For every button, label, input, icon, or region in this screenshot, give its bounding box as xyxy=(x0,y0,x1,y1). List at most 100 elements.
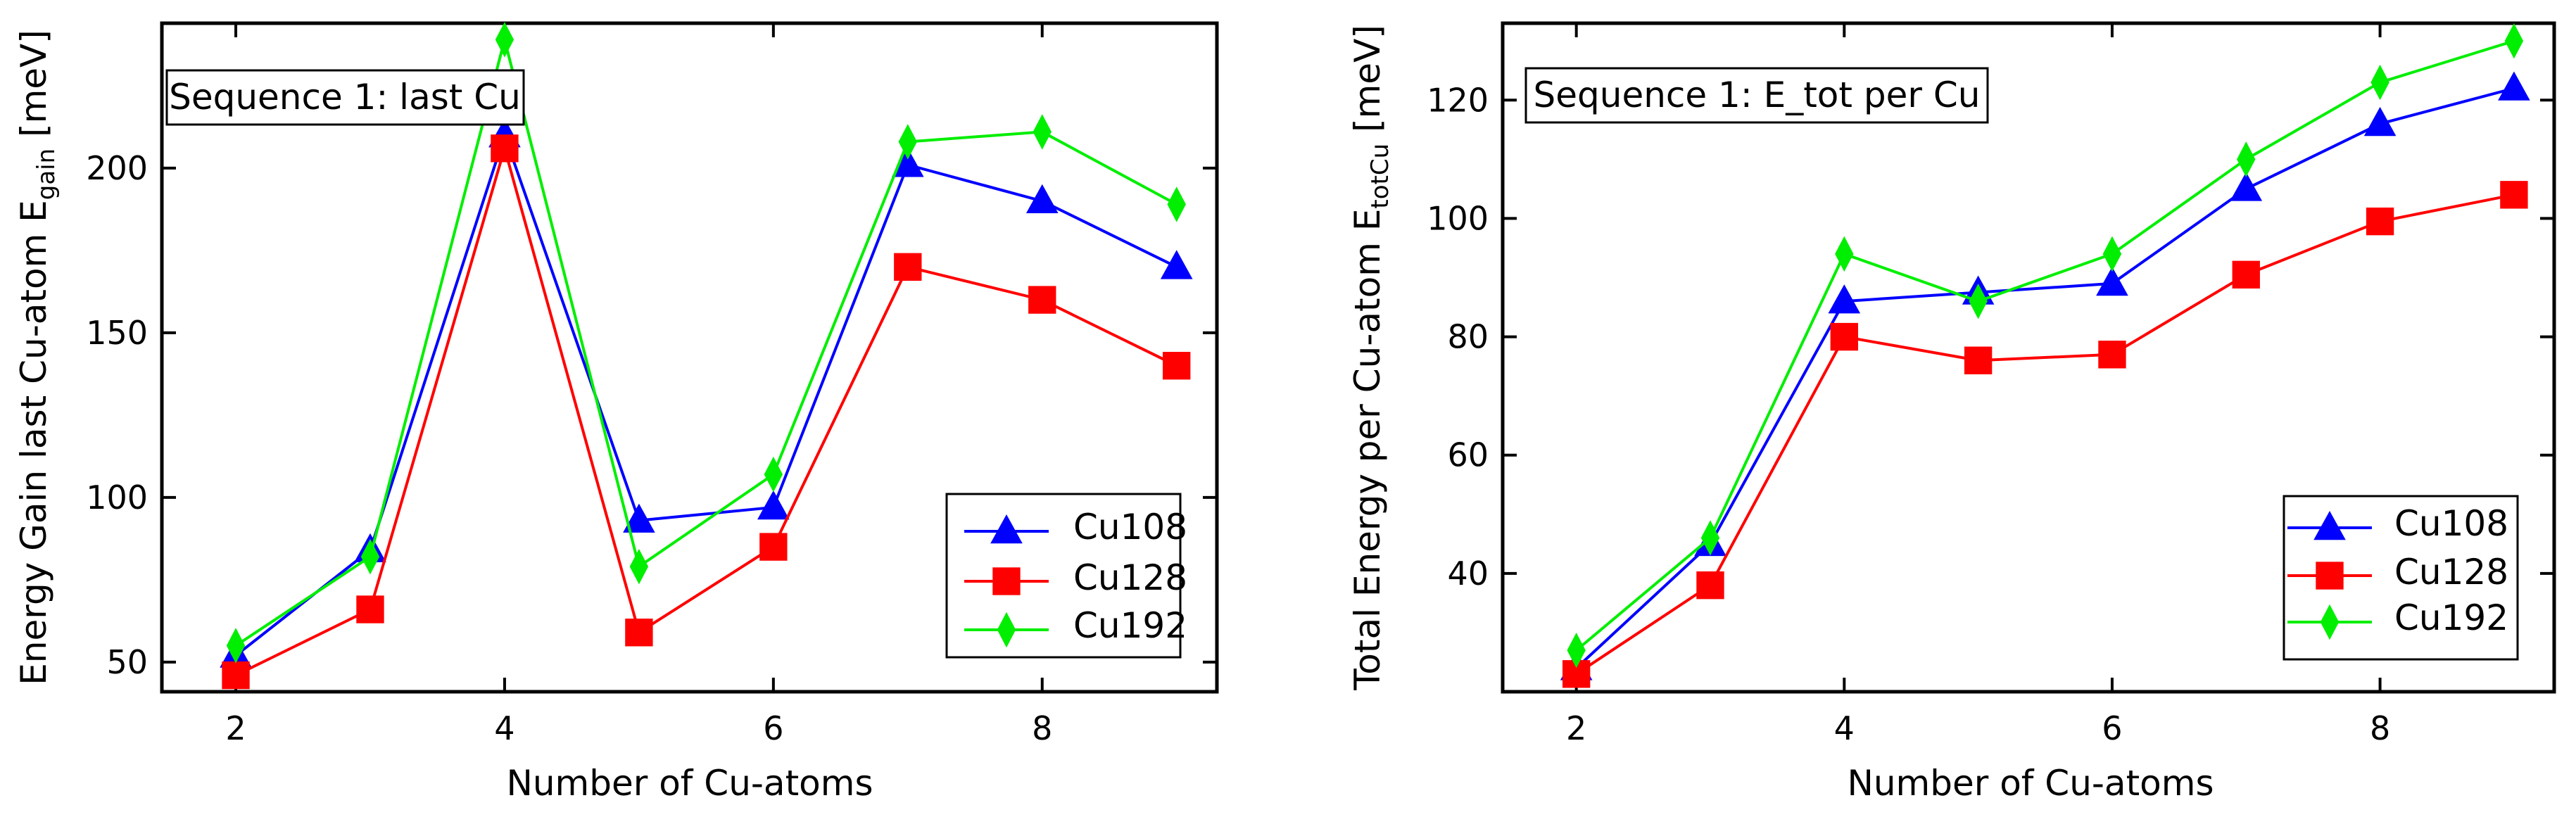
y-tick-label: 50 xyxy=(106,643,148,681)
data-point xyxy=(495,22,514,58)
data-point xyxy=(2102,236,2122,272)
data-point xyxy=(764,456,783,493)
y-tick-label: 100 xyxy=(1427,199,1489,237)
y-tick-label: 60 xyxy=(1447,436,1489,474)
legend-entry: Cu192 xyxy=(964,605,1187,648)
x-tick-label: 4 xyxy=(1834,709,1855,747)
legend-marker xyxy=(997,612,1016,648)
x-axis-title: Number of Cu-atoms xyxy=(1847,763,2214,804)
legend-symbol-cu128 xyxy=(964,567,1049,595)
data-point xyxy=(2370,64,2389,101)
legend: Cu108 Cu128 Cu192 xyxy=(2283,495,2519,661)
data-series-group xyxy=(220,22,1193,690)
data-point xyxy=(2363,106,2397,137)
data-point xyxy=(625,619,653,647)
legend: Cu108 Cu128 Cu192 xyxy=(945,493,1187,659)
data-point xyxy=(2230,172,2263,201)
chart-title: Sequence 1: last Cu xyxy=(169,77,521,118)
x-axis-title: Number of Cu-atoms xyxy=(506,763,873,804)
series-line xyxy=(1575,39,2515,652)
x-tick-label: 6 xyxy=(2102,709,2122,747)
y-axis-title-unit: [meV] xyxy=(13,30,54,148)
y-axis-title: Total Energy per Cu-atom EtotCu [meV] xyxy=(1347,25,1394,691)
legend-label: Cu128 xyxy=(1073,557,1187,598)
data-point xyxy=(1025,184,1059,213)
legend-marker xyxy=(990,514,1023,544)
y-axis-title-unit: [meV] xyxy=(1347,25,1388,144)
series-cu128 xyxy=(222,134,1191,690)
legend-label: Cu192 xyxy=(2394,597,2508,638)
legend-symbol-cu128 xyxy=(2287,562,2372,590)
y-tick-label: 120 xyxy=(1427,81,1489,119)
data-point xyxy=(1969,283,1988,319)
legend-label: Cu128 xyxy=(2394,552,2508,593)
data-point xyxy=(1830,322,1858,351)
x-tick-label: 8 xyxy=(2370,709,2390,747)
x-tick-label: 8 xyxy=(1032,709,1052,747)
data-point xyxy=(2232,260,2260,289)
data-point xyxy=(1964,346,1993,374)
y-axis-title-main: Total Energy per Cu-atom E xyxy=(1347,209,1388,691)
data-point xyxy=(2237,141,2256,177)
plot-frame xyxy=(160,21,1219,694)
tick-marks xyxy=(1503,23,2554,692)
legend-entry: Cu128 xyxy=(964,557,1187,598)
series-line xyxy=(1575,193,2515,676)
data-point xyxy=(1028,286,1056,314)
series-cu192 xyxy=(1567,23,2524,669)
data-point xyxy=(2096,266,2128,296)
y-tick-label: 100 xyxy=(86,479,148,517)
legend-marker xyxy=(992,567,1021,595)
data-point xyxy=(1828,284,1861,314)
y-tick-label: 40 xyxy=(1447,555,1489,593)
series-line xyxy=(235,143,1177,677)
series-cu192 xyxy=(226,22,1186,664)
legend-marker xyxy=(2313,511,2346,540)
series-line xyxy=(1575,87,2515,669)
legend-entry: Cu128 xyxy=(2287,552,2508,593)
y-tick-label: 150 xyxy=(86,314,148,352)
series-line xyxy=(234,39,1177,647)
data-point xyxy=(2504,23,2524,59)
data-point xyxy=(2366,207,2394,236)
y-tick-label: 80 xyxy=(1447,318,1489,356)
x-tick-label: 6 xyxy=(763,709,783,747)
legend-symbol-cu108 xyxy=(2287,511,2372,540)
data-point xyxy=(1167,186,1186,222)
data-point xyxy=(1163,352,1191,380)
data-point xyxy=(226,628,246,664)
x-tick-label: 2 xyxy=(225,709,246,747)
x-tick-labels: 2 4 6 8 xyxy=(1566,709,2390,747)
legend-entry: Cu192 xyxy=(2287,597,2508,640)
data-point xyxy=(491,134,519,163)
x-tick-labels: 2 4 6 8 xyxy=(225,709,1052,747)
x-tick-label: 2 xyxy=(1566,709,1586,747)
legend-entry: Cu108 xyxy=(2287,503,2508,544)
chart-panel-right: 2 4 6 8 40 60 80 100 120 Number of Cu-at… xyxy=(1347,21,2556,804)
data-point xyxy=(1700,520,1720,556)
data-point xyxy=(1033,114,1052,150)
data-point xyxy=(629,548,649,585)
legend-symbol-cu108 xyxy=(964,514,1049,544)
data-point xyxy=(623,503,655,533)
data-point xyxy=(1696,571,1724,600)
legend-marker xyxy=(2316,562,2344,590)
data-point xyxy=(894,253,922,281)
data-point xyxy=(892,148,924,177)
legend-symbol-cu192 xyxy=(964,612,1049,648)
data-point xyxy=(360,538,380,575)
chart-panel-left: 2 4 6 8 50 100 150 200 Number of Cu-atom… xyxy=(13,21,1219,804)
y-tick-labels: 40 60 80 100 120 xyxy=(1427,81,1489,593)
chart-title: Sequence 1: E_tot per Cu xyxy=(1534,75,1981,115)
y-axis-title-subscript: gain xyxy=(32,148,61,200)
title-box: Sequence 1: last Cu xyxy=(165,69,525,126)
title-box-frame xyxy=(1524,67,1989,124)
data-point xyxy=(757,490,790,520)
series-cu128 xyxy=(1562,181,2528,688)
data-point xyxy=(2498,71,2530,101)
legend-label: Cu108 xyxy=(2394,503,2508,544)
legend-symbol-cu192 xyxy=(2287,604,2372,640)
data-point xyxy=(356,595,384,623)
data-point xyxy=(759,533,788,561)
